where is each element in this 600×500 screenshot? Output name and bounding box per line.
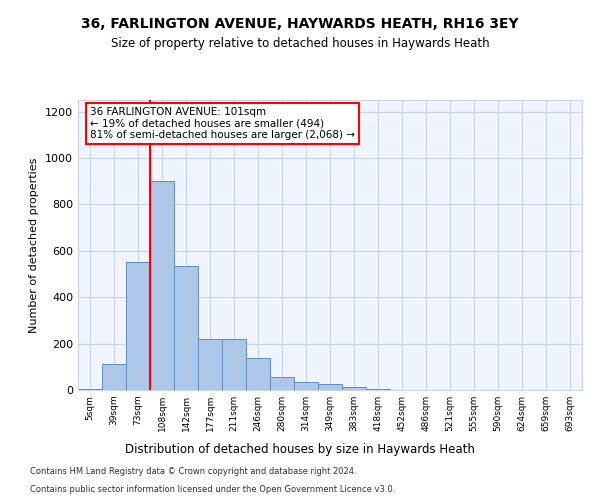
Bar [174,266,198,390]
Bar [342,386,366,390]
Text: 36, FARLINGTON AVENUE, HAYWARDS HEATH, RH16 3EY: 36, FARLINGTON AVENUE, HAYWARDS HEATH, R… [81,18,519,32]
Bar [126,262,150,390]
Text: 36 FARLINGTON AVENUE: 101sqm
← 19% of detached houses are smaller (494)
81% of s: 36 FARLINGTON AVENUE: 101sqm ← 19% of de… [90,107,355,140]
Bar [150,181,174,390]
Text: Distribution of detached houses by size in Haywards Heath: Distribution of detached houses by size … [125,442,475,456]
Y-axis label: Number of detached properties: Number of detached properties [29,158,40,332]
Bar [318,384,342,390]
Bar [222,339,246,390]
Bar [198,339,222,390]
Bar [102,364,126,390]
Bar [246,358,270,390]
Text: Contains HM Land Registry data © Crown copyright and database right 2024.: Contains HM Land Registry data © Crown c… [30,468,356,476]
Bar [366,389,390,390]
Bar [78,389,102,390]
Bar [270,377,294,390]
Text: Size of property relative to detached houses in Haywards Heath: Size of property relative to detached ho… [110,38,490,51]
Text: Contains public sector information licensed under the Open Government Licence v3: Contains public sector information licen… [30,485,395,494]
Bar [294,382,318,390]
